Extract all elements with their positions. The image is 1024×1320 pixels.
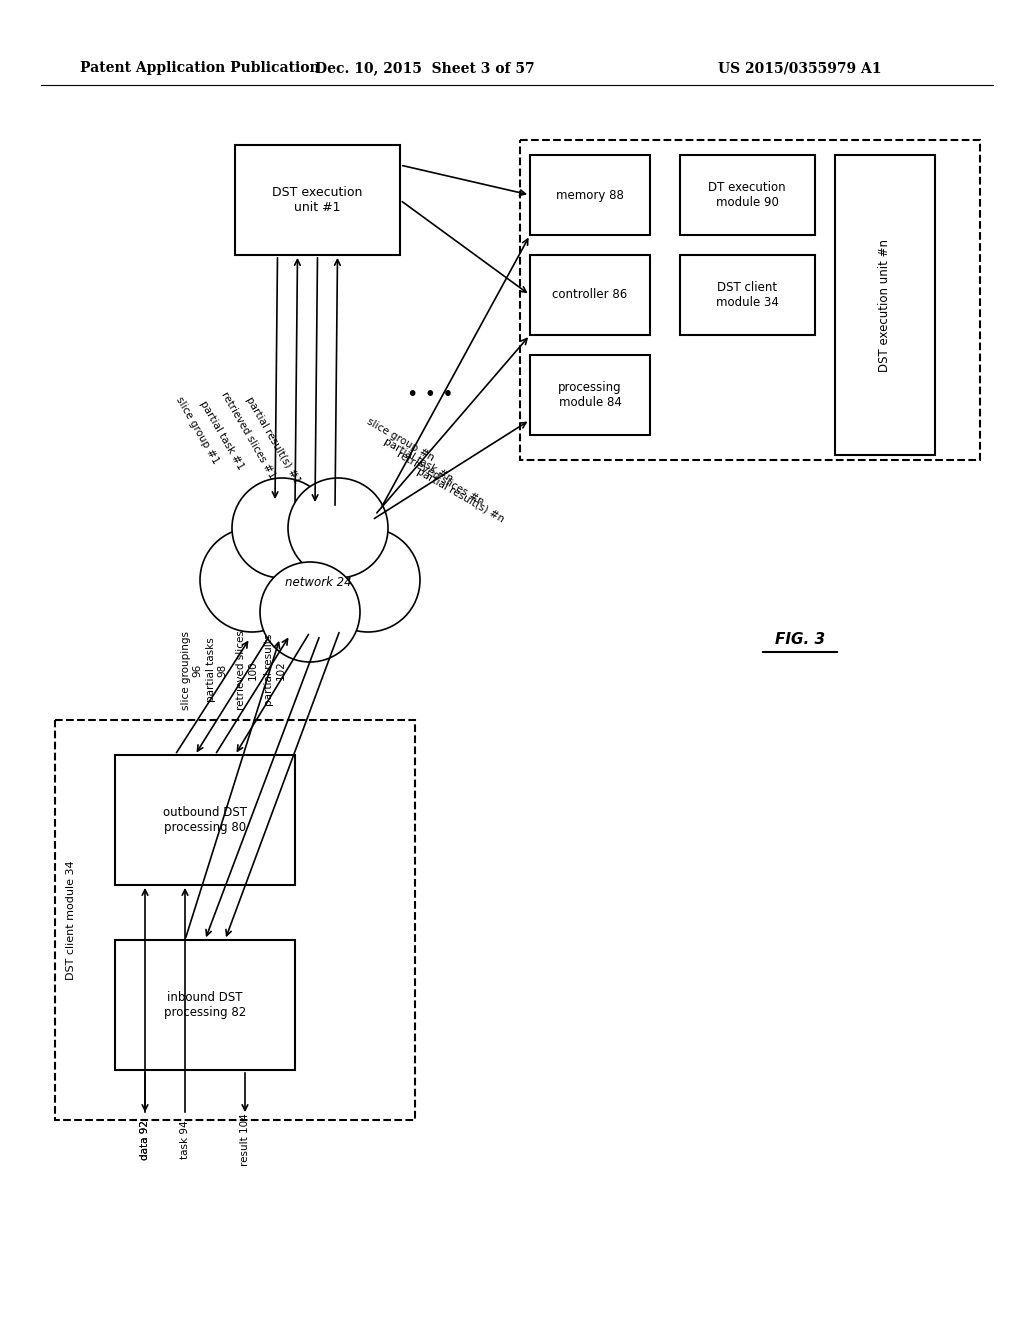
Text: data 92: data 92 (140, 1119, 150, 1160)
Text: DT execution
module 90: DT execution module 90 (709, 181, 785, 209)
Bar (530, 255, 650, 335)
Text: memory 88: memory 88 (556, 189, 624, 202)
Bar (115, 755, 295, 884)
Text: FIG. 3: FIG. 3 (775, 632, 825, 648)
Circle shape (260, 562, 360, 663)
Text: retrieved slices #1: retrieved slices #1 (219, 389, 276, 480)
Text: partial tasks
98: partial tasks 98 (206, 638, 227, 702)
Bar (530, 154, 650, 235)
Bar (680, 154, 815, 235)
Text: result 104: result 104 (240, 1114, 250, 1167)
Text: DST client
module 34: DST client module 34 (716, 281, 778, 309)
Text: slice group #1: slice group #1 (174, 395, 220, 466)
Bar (115, 940, 295, 1071)
Text: • • •: • • • (407, 385, 454, 404)
Circle shape (200, 528, 304, 632)
Text: partial task #n: partial task #n (382, 436, 455, 484)
Text: outbound DST
processing 80: outbound DST processing 80 (163, 807, 247, 834)
Text: partial task #1: partial task #1 (199, 399, 246, 471)
Text: inbound DST
processing 82: inbound DST processing 82 (164, 991, 246, 1019)
Text: partial result(s) #n: partial result(s) #n (415, 466, 506, 524)
Text: US 2015/0355979 A1: US 2015/0355979 A1 (718, 61, 882, 75)
Bar (680, 255, 815, 335)
Text: task 94: task 94 (180, 1121, 190, 1159)
Text: DST execution
unit #1: DST execution unit #1 (272, 186, 362, 214)
Circle shape (316, 528, 420, 632)
Text: controller 86: controller 86 (552, 289, 628, 301)
Bar (234, 145, 400, 255)
Text: Dec. 10, 2015  Sheet 3 of 57: Dec. 10, 2015 Sheet 3 of 57 (315, 61, 535, 75)
Text: data 92: data 92 (140, 1119, 150, 1160)
Text: DST execution unit #n: DST execution unit #n (879, 239, 892, 371)
Text: slice groupings
96: slice groupings 96 (181, 631, 203, 710)
Circle shape (288, 478, 388, 578)
Text: network 24: network 24 (285, 576, 351, 589)
Text: processing
module 84: processing module 84 (558, 381, 622, 409)
Circle shape (242, 502, 378, 638)
Text: partial results
102: partial results 102 (264, 634, 286, 706)
Text: retrieved slices
100: retrieved slices 100 (237, 630, 258, 710)
Bar (835, 154, 935, 455)
Circle shape (232, 478, 332, 578)
Bar (55, 719, 415, 1119)
Bar (530, 355, 650, 436)
Text: Patent Application Publication: Patent Application Publication (80, 61, 319, 75)
Text: DST client module 34: DST client module 34 (66, 861, 76, 979)
Bar (520, 140, 980, 459)
Text: partial result(s) #1: partial result(s) #1 (244, 395, 302, 486)
Text: slice group #n: slice group #n (365, 417, 435, 463)
Text: retrieved slices #n: retrieved slices #n (395, 449, 485, 507)
